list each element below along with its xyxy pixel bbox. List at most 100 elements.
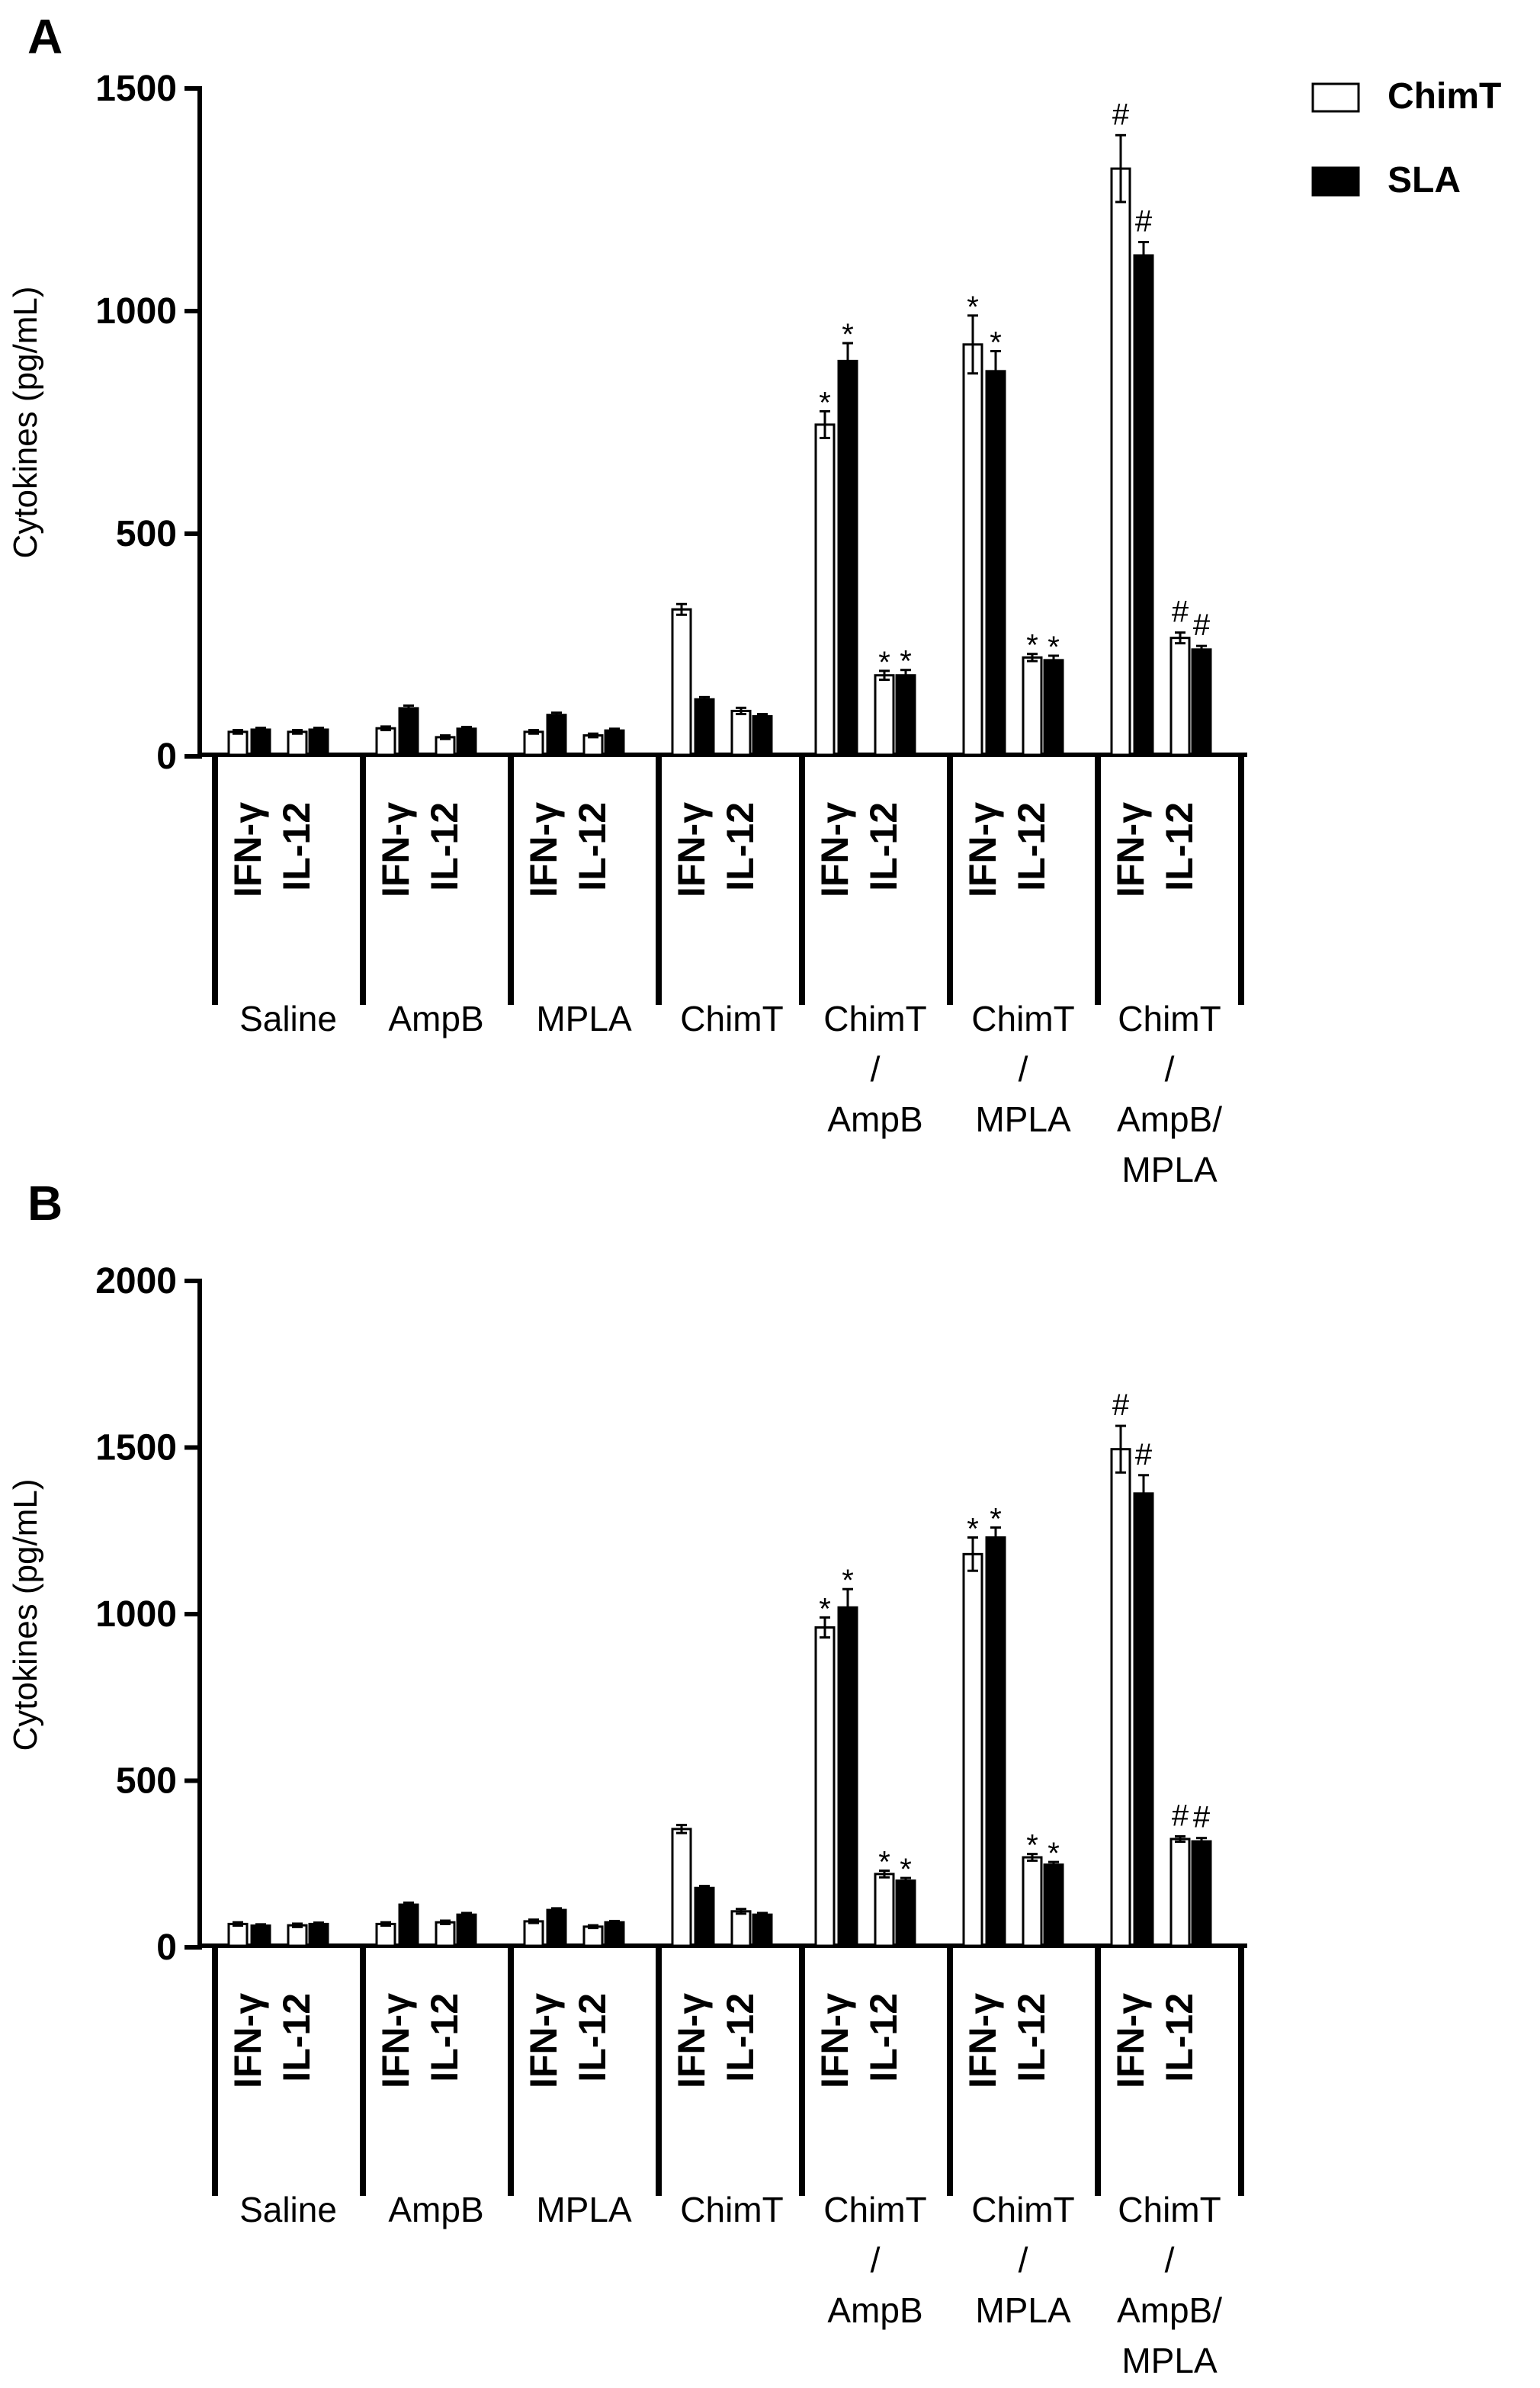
significance-star: * bbox=[819, 386, 831, 419]
significance-star: * bbox=[1048, 631, 1060, 664]
group-label: ChimT bbox=[971, 2190, 1074, 2229]
group-label: ChimT bbox=[1118, 999, 1221, 1038]
bar-chimt bbox=[874, 1873, 895, 1947]
bar-sla bbox=[985, 1536, 1006, 1947]
bar-sla bbox=[694, 698, 715, 756]
group-label: ChimT bbox=[971, 999, 1074, 1038]
group-label: Saline bbox=[239, 2190, 337, 2229]
bar-sla bbox=[837, 1606, 858, 1947]
bar-sla bbox=[1191, 1840, 1212, 1947]
bar-chimt bbox=[671, 1828, 692, 1947]
significance-star: * bbox=[900, 645, 912, 679]
subgroup-label: IL-12 bbox=[275, 1993, 318, 2082]
bar-sla bbox=[752, 714, 773, 756]
significance-star: * bbox=[878, 646, 890, 679]
subgroup-label: IL-12 bbox=[719, 1993, 762, 2082]
y-tick-label: 2000 bbox=[95, 1261, 177, 1302]
group-label: AmpB bbox=[827, 2290, 922, 2330]
subgroup-label: IFN-γ bbox=[961, 1993, 1004, 2088]
bar-sla bbox=[250, 728, 271, 756]
bar-sla bbox=[456, 1913, 477, 1947]
bar-chimt bbox=[730, 709, 752, 756]
bar-sla bbox=[250, 1924, 271, 1947]
group-label: Saline bbox=[239, 999, 337, 1038]
y-tick-label: 0 bbox=[156, 737, 177, 777]
y-tick-label: 1500 bbox=[95, 1428, 177, 1468]
bar-sla bbox=[752, 1913, 773, 1947]
group-label: AmpB bbox=[388, 2190, 483, 2229]
group-label: ChimT bbox=[823, 999, 926, 1038]
bar-chimt bbox=[814, 423, 836, 756]
significance-star: * bbox=[878, 1845, 890, 1879]
subgroup-label: IL-12 bbox=[719, 802, 762, 891]
subgroup-label: IFN-γ bbox=[522, 1993, 565, 2088]
y-axis-label: Cytokines (pg/mL) bbox=[7, 1478, 44, 1751]
group-label: ChimT bbox=[680, 2190, 783, 2229]
y-tick-label: 500 bbox=[116, 514, 177, 554]
subgroup-label: IL-12 bbox=[862, 1993, 905, 2082]
group-label: ChimT bbox=[680, 999, 783, 1038]
bar-sla bbox=[837, 359, 858, 756]
bar-chimt bbox=[814, 1626, 836, 1947]
bar-chimt bbox=[375, 727, 396, 756]
bar-chimt bbox=[435, 1921, 456, 1947]
group-label: / bbox=[871, 1049, 881, 1089]
subgroup-label: IL-12 bbox=[862, 802, 905, 891]
significance-star: * bbox=[842, 318, 854, 351]
group-label: AmpB bbox=[388, 999, 483, 1038]
panel-letter: B bbox=[27, 1176, 63, 1231]
bar-chimt bbox=[523, 1920, 544, 1947]
bar-chimt bbox=[1169, 637, 1191, 756]
significance-star: * bbox=[1048, 1837, 1060, 1870]
bar-sla bbox=[604, 729, 625, 756]
group-label: MPLA bbox=[1121, 1150, 1218, 1189]
bar-chimt bbox=[523, 730, 544, 756]
bar-sla bbox=[604, 1921, 625, 1947]
significance-star: * bbox=[1026, 1829, 1038, 1863]
significance-star: * bbox=[990, 1502, 1002, 1536]
subgroup-label: IFN-γ bbox=[1109, 802, 1152, 897]
bar-chimt bbox=[1022, 656, 1043, 756]
bar-sla bbox=[546, 1908, 567, 1947]
subgroup-label: IL-12 bbox=[1010, 802, 1053, 891]
subgroup-label: IL-12 bbox=[1158, 1993, 1201, 2082]
bar-chimt bbox=[730, 1910, 752, 1947]
group-label: AmpB/ bbox=[1117, 1099, 1222, 1139]
subgroup-label: IFN-γ bbox=[226, 802, 269, 897]
legend-label-chimt: ChimT bbox=[1388, 76, 1501, 117]
bar-chimt bbox=[962, 1552, 983, 1947]
bar-sla bbox=[308, 1922, 329, 1947]
panel-letter: A bbox=[27, 9, 63, 64]
group-label: ChimT bbox=[823, 2190, 926, 2229]
bar-sla bbox=[308, 728, 329, 756]
subgroup-label: IFN-γ bbox=[374, 1993, 417, 2088]
bar-chimt bbox=[287, 730, 308, 756]
significance-hash: # bbox=[1112, 98, 1130, 131]
bar-sla bbox=[895, 1879, 916, 1947]
subgroup-label: IFN-γ bbox=[813, 1993, 856, 2088]
bar-sla bbox=[1043, 659, 1064, 756]
bar-sla bbox=[1133, 254, 1154, 756]
bar-chimt bbox=[671, 608, 692, 756]
subgroup-label: IL-12 bbox=[275, 802, 318, 891]
subgroup-label: IL-12 bbox=[571, 1993, 614, 2082]
group-label: / bbox=[1019, 2240, 1028, 2280]
significance-hash: # bbox=[1172, 595, 1189, 629]
significance-hash: # bbox=[1135, 204, 1153, 238]
y-tick-label: 0 bbox=[156, 1927, 177, 1968]
bar-sla bbox=[1191, 648, 1212, 756]
bar-sla bbox=[694, 1886, 715, 1947]
subgroup-label: IL-12 bbox=[1010, 1993, 1053, 2082]
bar-sla bbox=[398, 707, 419, 756]
bar-sla bbox=[985, 370, 1006, 756]
bar-sla bbox=[1043, 1863, 1064, 1947]
subgroup-label: IFN-γ bbox=[522, 802, 565, 897]
group-label: MPLA bbox=[536, 999, 632, 1038]
group-label: ChimT bbox=[1118, 2190, 1221, 2229]
bar-chimt bbox=[874, 674, 895, 756]
group-label: / bbox=[1019, 1049, 1028, 1089]
group-label: MPLA bbox=[975, 1099, 1071, 1139]
subgroup-label: IFN-γ bbox=[1109, 1993, 1152, 2088]
group-label: AmpB/ bbox=[1117, 2290, 1222, 2330]
